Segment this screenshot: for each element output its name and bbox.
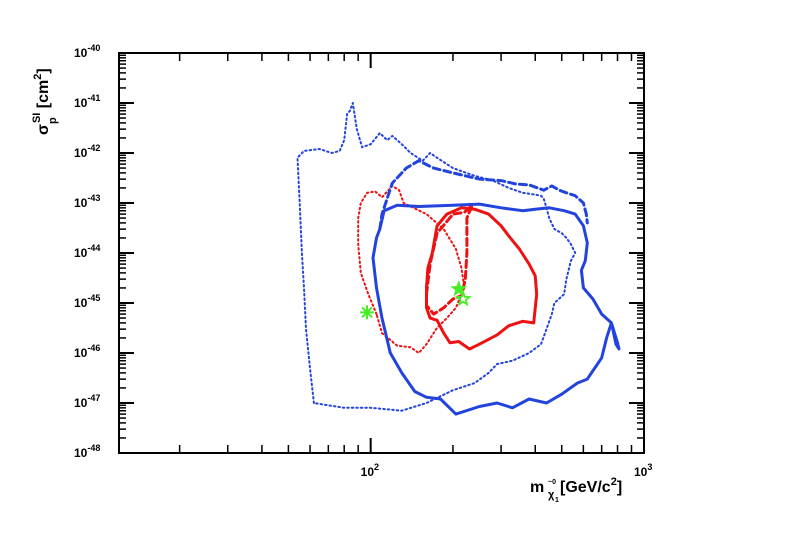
y-tick-label: 10-41 — [74, 93, 100, 110]
x-tick-label: 103 — [634, 462, 652, 479]
y-axis-title-sub: p — [47, 117, 59, 124]
x-axis-title-subsub: 1 — [555, 497, 559, 504]
y-tick-exp: -43 — [87, 193, 100, 203]
y-tick-base: 10 — [74, 346, 88, 360]
svg-text:p: p — [47, 117, 59, 124]
x-axis-title: m χ 1 ~0 [GeV/c2] — [530, 476, 622, 504]
axis-ticks — [119, 52, 645, 454]
y-tick-exp: -44 — [87, 243, 100, 253]
y-axis-title-sup: SI — [31, 113, 43, 123]
series-group — [296, 102, 621, 416]
y-tick-base: 10 — [74, 196, 88, 210]
y-tick-label: 10-42 — [74, 143, 100, 160]
blue-dotted-contour — [296, 102, 577, 412]
asterisk-stroke — [361, 306, 373, 319]
filled-star-marker — [450, 280, 468, 297]
y-tick-exp: -46 — [87, 343, 100, 353]
svg-text:1: 1 — [555, 497, 559, 504]
y-tick-label: 10-46 — [74, 343, 100, 360]
y-axis-title-unit-exp: 2 — [32, 74, 44, 80]
y-axis-title-unit: [cm — [35, 80, 52, 113]
svg-text:χ: χ — [548, 489, 555, 501]
y-tick-label: 10-40 — [74, 43, 100, 60]
red-solid-contour — [425, 206, 539, 351]
axis-labels: 10-4810-4710-4610-4510-4410-4310-4210-41… — [74, 43, 652, 479]
svg-text:~0: ~0 — [548, 479, 556, 486]
asterisk-marker — [360, 305, 375, 320]
x-tick-label: 102 — [361, 462, 379, 479]
svg-text:[GeV/c2]: [GeV/c2] — [560, 476, 622, 496]
blue-dashed-contour — [378, 159, 589, 231]
open-star-marker — [454, 289, 472, 307]
x-tick-base: 10 — [361, 465, 375, 479]
y-tick-exp: -41 — [87, 93, 100, 103]
y-tick-base: 10 — [74, 146, 88, 160]
y-axis-title-unit-end: ] — [35, 68, 52, 73]
y-tick-exp: -42 — [87, 143, 100, 153]
y-tick-label: 10-47 — [74, 393, 100, 410]
y-tick-base: 10 — [74, 296, 88, 310]
y-tick-exp: -48 — [87, 443, 100, 453]
y-tick-base: 10 — [74, 46, 88, 60]
y-tick-label: 10-45 — [74, 293, 100, 310]
y-tick-label: 10-48 — [74, 443, 100, 460]
x-tick-exp: 3 — [647, 462, 652, 472]
blue-solid-contour — [371, 202, 621, 416]
x-axis-title-sub: χ — [548, 489, 555, 501]
x-axis-title-unit-exp: 2 — [611, 476, 617, 488]
svg-text:σSI [cm2]: σSI [cm2] — [31, 68, 52, 135]
markers-group — [360, 280, 472, 320]
y-tick-base: 10 — [74, 96, 88, 110]
red-dotted-contour — [357, 184, 466, 354]
x-axis-title-unit-end: ] — [617, 479, 622, 496]
y-tick-base: 10 — [74, 396, 88, 410]
y-tick-exp: -45 — [87, 293, 100, 303]
svg-text:m: m — [530, 479, 544, 496]
y-tick-base: 10 — [74, 446, 88, 460]
y-tick-exp: -47 — [87, 393, 100, 403]
x-tick-base: 10 — [634, 465, 648, 479]
y-tick-base: 10 — [74, 246, 88, 260]
x-axis-title-symbol: m — [530, 479, 544, 496]
x-tick-exp: 2 — [374, 462, 379, 472]
x-axis-title-unit: [GeV/c — [560, 479, 611, 496]
x-axis-title-sup: ~0 — [548, 479, 556, 486]
y-tick-label: 10-43 — [74, 193, 100, 210]
y-axis-title-symbol: σ — [35, 124, 52, 135]
y-tick-exp: -40 — [87, 43, 100, 53]
red-dashed-contour — [425, 203, 474, 316]
y-axis-title: σSI [cm2] p — [31, 68, 59, 135]
y-tick-label: 10-44 — [74, 243, 100, 260]
